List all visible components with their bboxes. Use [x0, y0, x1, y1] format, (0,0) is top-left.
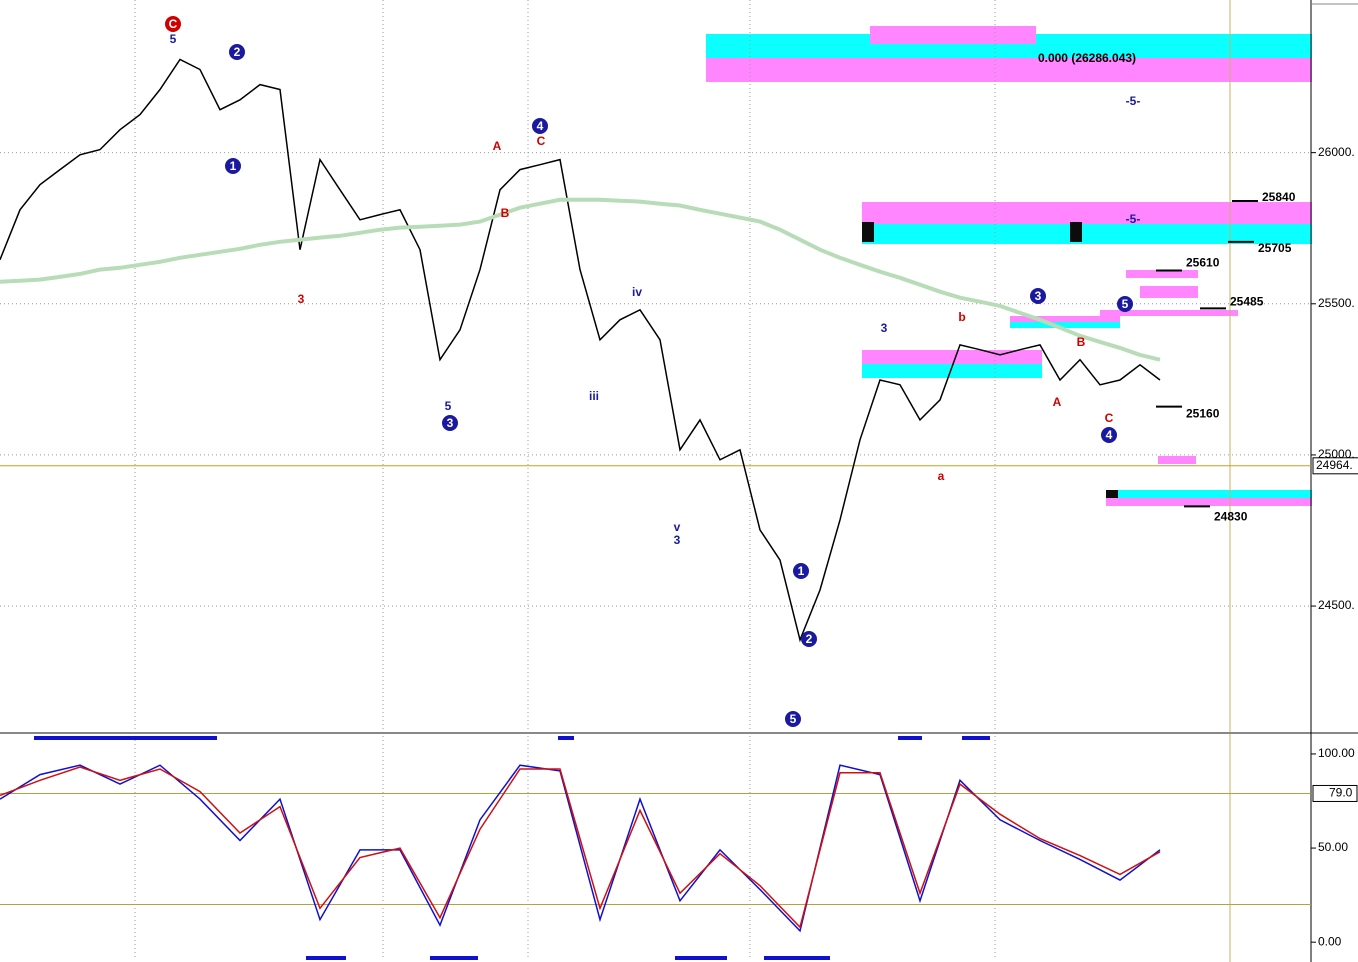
wave-label: B	[501, 206, 510, 220]
signal-bar	[898, 736, 922, 740]
series-line	[0, 197, 1161, 362]
series-line	[0, 764, 1161, 933]
signal-bar	[558, 736, 574, 740]
signal-bar	[764, 956, 830, 960]
wave-circle	[165, 16, 181, 32]
y-tick-label: 25500.	[1318, 296, 1355, 310]
wave-label: b	[958, 310, 965, 324]
wave-label: 3	[298, 292, 305, 306]
wave-circle	[229, 44, 245, 60]
zone	[1106, 490, 1312, 498]
zone-mark	[1070, 222, 1082, 242]
wave-label: a	[938, 469, 945, 483]
wave-circle	[225, 158, 241, 174]
wave-label: 5	[1122, 297, 1129, 311]
signal-bar	[430, 956, 478, 960]
series-line	[0, 766, 1161, 929]
wave-circle	[1030, 288, 1046, 304]
level-label: 79.0	[1329, 786, 1353, 800]
wave-label: 3	[447, 416, 454, 430]
wave-circle	[801, 631, 817, 647]
zone	[862, 224, 1312, 244]
wave-label: A	[1053, 395, 1062, 409]
wave-label: 2	[806, 632, 813, 646]
wave-label: C	[169, 17, 178, 31]
wave-label: 3	[674, 533, 681, 547]
signal-bar	[675, 956, 727, 960]
zone	[1010, 322, 1120, 328]
wave-label: 5	[790, 712, 797, 726]
wave-circle	[442, 415, 458, 431]
signal-bar	[34, 736, 217, 740]
wave-circle	[1117, 296, 1133, 312]
wave-label: 5	[170, 32, 177, 46]
v-grid	[134, 0, 996, 960]
zone	[870, 26, 1036, 44]
wave-label: C	[537, 134, 546, 148]
zone	[1140, 286, 1198, 298]
wave-label: 4	[1106, 428, 1113, 442]
wave-label: B	[1077, 335, 1086, 349]
wave-circle	[1101, 427, 1117, 443]
y-tick-label: 26000.	[1318, 145, 1355, 159]
wave-label: 4	[537, 119, 544, 133]
zone	[1100, 310, 1238, 316]
zone	[1106, 498, 1312, 506]
wave-label: 2	[234, 45, 241, 59]
zone	[706, 58, 1312, 82]
wave-label: 3	[1035, 289, 1042, 303]
wave-label: v	[674, 520, 681, 534]
wave-label: 0.000 (26286.043)	[1038, 51, 1136, 65]
zone	[1126, 270, 1198, 278]
last-price-label: 24964.	[1316, 458, 1353, 472]
level-label: 25705	[1258, 241, 1292, 255]
wave-label: -5-	[1126, 94, 1141, 108]
level-label: 25485	[1230, 294, 1264, 308]
wave-label: iii	[589, 389, 599, 403]
wave-circle	[785, 711, 801, 727]
y-tick-label: 0.00	[1318, 934, 1342, 948]
zone	[862, 350, 1042, 364]
wave-label: 1	[230, 159, 237, 173]
signal-bar	[962, 736, 990, 740]
zone	[862, 364, 1042, 378]
wave-label: 1	[798, 564, 805, 578]
zone-mark	[1106, 490, 1118, 498]
y-tick-label: 24500.	[1318, 598, 1355, 612]
y-tick-label: 100.00	[1318, 746, 1355, 760]
last-price-box	[1312, 457, 1358, 475]
wave-label: 3	[881, 321, 888, 335]
zone	[1158, 456, 1196, 464]
wave-label: iv	[632, 285, 642, 299]
series-line	[0, 58, 1161, 643]
wave-circle	[532, 118, 548, 134]
signal-bar	[306, 956, 346, 960]
level-label: 25160	[1186, 407, 1220, 421]
level-label: 25610	[1186, 256, 1220, 270]
level-label: 25840	[1262, 190, 1296, 204]
wave-label: C	[1105, 411, 1114, 425]
level-label: 24830	[1214, 509, 1248, 523]
wave-label: 5	[445, 399, 452, 413]
y-tick-label: 50.00	[1318, 840, 1348, 854]
level-label-box	[1312, 784, 1358, 802]
wave-label: A	[493, 139, 502, 153]
zone-mark	[862, 222, 874, 242]
wave-label: -5-	[1126, 212, 1141, 226]
zones	[706, 26, 1312, 506]
zone	[862, 202, 1312, 224]
wave-circle	[793, 563, 809, 579]
